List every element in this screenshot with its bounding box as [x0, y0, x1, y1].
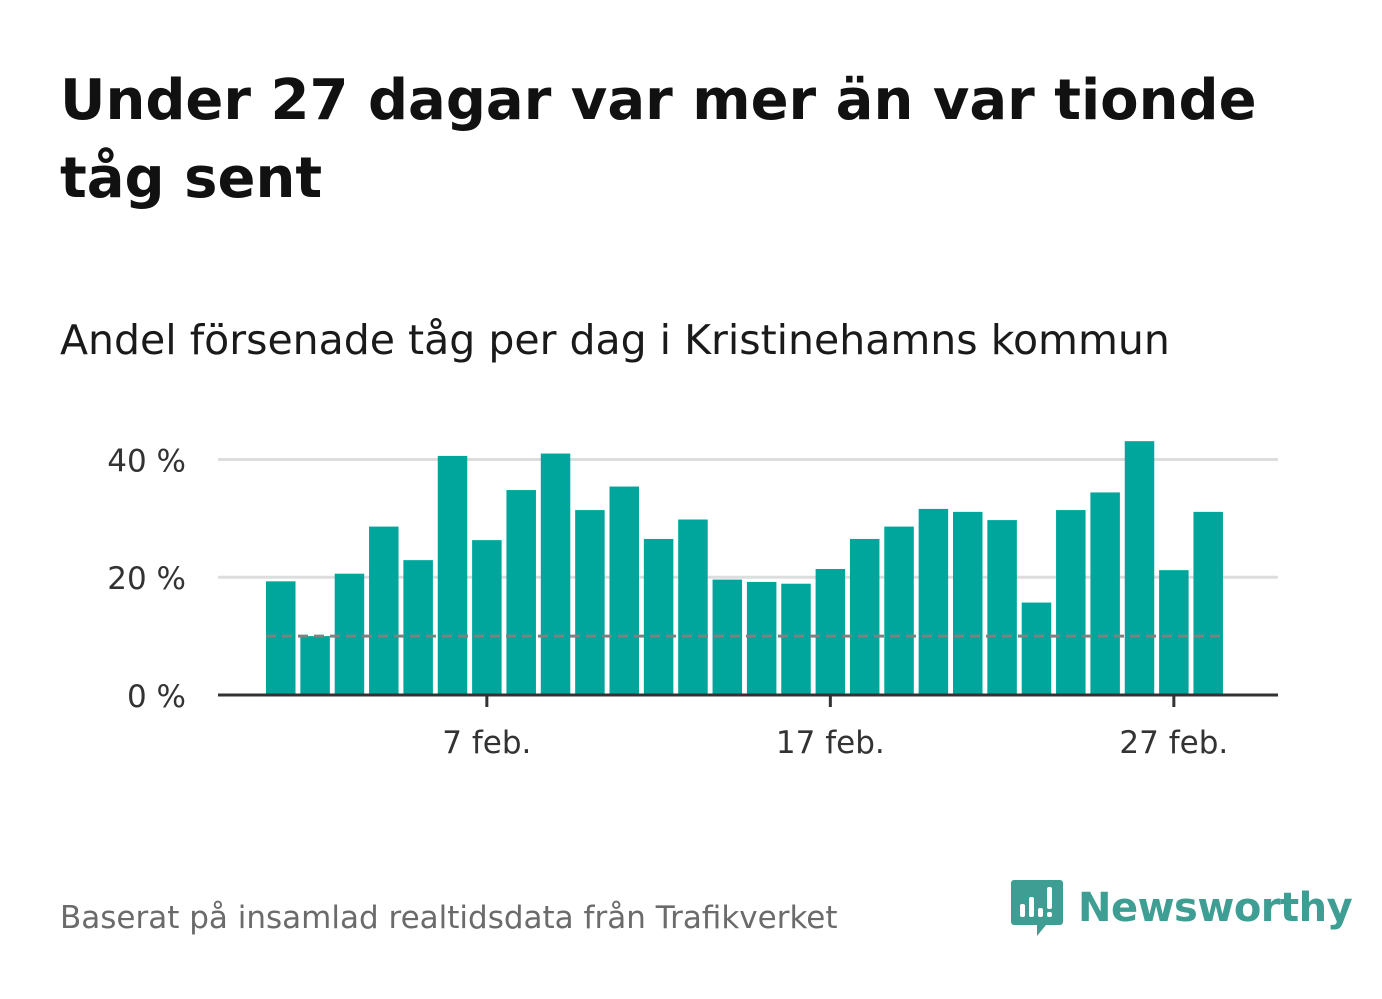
- axes: [218, 693, 1278, 707]
- bar: [953, 511, 983, 695]
- bar: [1159, 570, 1189, 695]
- bar: [300, 636, 330, 695]
- bar: [609, 486, 639, 695]
- bar: [1124, 441, 1155, 695]
- bar: [884, 526, 914, 695]
- bar: [746, 581, 777, 695]
- chart-subtitle: Andel försenade tåg per dag i Kristineha…: [60, 316, 1170, 364]
- bar: [815, 568, 846, 695]
- bar: [918, 508, 949, 695]
- bar: [266, 581, 296, 695]
- bar: [472, 540, 502, 695]
- bar-chart: 0 % 20 % 40 % 7 feb. 17 feb. 27 feb.: [107, 441, 1278, 761]
- bar: [1193, 511, 1223, 695]
- bar: [1056, 510, 1086, 695]
- bar: [369, 526, 399, 695]
- bar: [1021, 602, 1052, 695]
- x-tick-label: 7 feb.: [442, 725, 531, 761]
- bar: [437, 455, 468, 695]
- bar: [334, 573, 365, 695]
- x-tick-label: 17 feb.: [776, 725, 885, 761]
- y-tick-label: 40 %: [107, 443, 186, 479]
- bar: [506, 490, 536, 695]
- y-tick-label: 20 %: [107, 561, 186, 597]
- y-tick-label: 0 %: [127, 679, 186, 715]
- newsworthy-logo-icon: [1011, 880, 1063, 936]
- bar: [1090, 492, 1120, 695]
- brand-logo: Newsworthy: [1010, 878, 1353, 938]
- brand-name: Newsworthy: [1078, 885, 1353, 931]
- x-tick-label: 27 feb.: [1119, 725, 1228, 761]
- bar: [540, 453, 571, 695]
- bar: [643, 538, 674, 695]
- bar: [575, 510, 605, 695]
- bar: [678, 519, 708, 695]
- bar: [781, 583, 811, 695]
- chart-title: Under 27 dagar var mer än var tionde tåg…: [60, 68, 1257, 211]
- tick-labels: 0 % 20 % 40 % 7 feb. 17 feb. 27 feb.: [107, 443, 1228, 761]
- bar: [849, 538, 880, 695]
- bars: [266, 441, 1223, 695]
- source-note: Baserat på insamlad realtidsdata från Tr…: [60, 900, 838, 936]
- bar: [403, 560, 433, 695]
- bar: [987, 520, 1017, 695]
